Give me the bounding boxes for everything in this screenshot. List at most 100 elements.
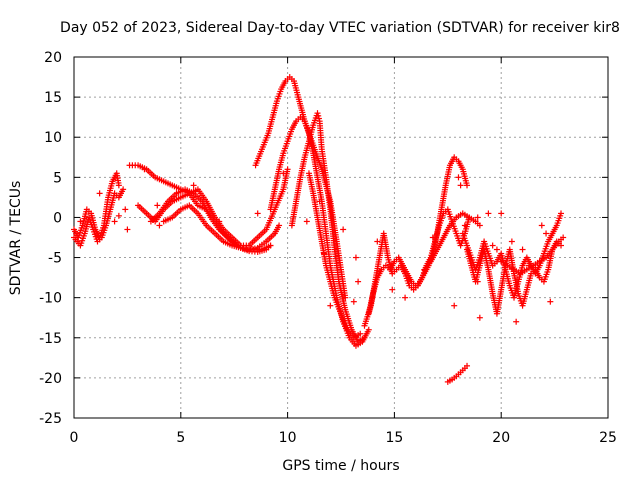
- y-tick-label: -5: [48, 251, 62, 267]
- series-scattered-point: [154, 202, 161, 209]
- series-track-15-point: [518, 264, 525, 271]
- x-tick-label: 20: [492, 430, 510, 446]
- series-track-8-point: [351, 340, 358, 347]
- series-track-8-point: [275, 168, 282, 175]
- series-scattered-point: [340, 226, 347, 233]
- axis-ticks: 0 5 10 15 20 25 -25 -20 -15 -10 -5 0 5 10 15 20: [39, 50, 617, 446]
- series-scattered-point: [429, 234, 436, 241]
- series-scattered-point: [280, 170, 287, 177]
- series-track-11-point: [377, 268, 384, 275]
- series-track-13-point: [474, 220, 481, 227]
- series-track-16-point: [547, 248, 554, 255]
- y-tick-label: -15: [39, 331, 62, 347]
- series-track-12-point: [431, 240, 438, 247]
- series-track-6-point: [184, 203, 191, 210]
- series-track-9-point: [309, 124, 316, 131]
- series-track-12-point: [367, 304, 374, 311]
- series-scattered-point: [303, 218, 310, 225]
- series-track-9-point: [315, 112, 322, 119]
- series-scattered-point: [352, 254, 359, 261]
- y-tick-label: -10: [39, 291, 62, 307]
- series-scattered-point: [543, 230, 550, 237]
- series-track-16-point: [502, 261, 509, 268]
- series-track-11-point: [453, 156, 460, 163]
- series-track-7-point: [281, 80, 288, 87]
- series-track-6-point: [235, 244, 242, 251]
- series-scattered-point: [485, 210, 492, 217]
- series-track-9-point: [292, 200, 299, 207]
- series-track-9-point: [301, 156, 308, 163]
- series-scattered-point: [451, 302, 458, 309]
- series-track-1-point: [108, 180, 115, 187]
- series-track-9-point: [359, 336, 366, 343]
- series-track-12-point: [405, 280, 412, 287]
- series-track-15-point: [475, 256, 482, 263]
- series-track-12-point: [418, 276, 425, 283]
- x-tick-label: 5: [176, 430, 185, 446]
- series-track-10-point: [349, 332, 356, 339]
- series-track-10-point: [337, 308, 344, 315]
- series-scattered-point: [254, 210, 261, 217]
- series-track-15-point: [557, 212, 564, 219]
- series-track-8-point: [305, 127, 312, 134]
- series-track-2-point: [96, 236, 103, 243]
- series-track-7-point: [258, 148, 265, 155]
- series-track-16-point: [521, 267, 528, 274]
- series-track-11-point: [390, 260, 397, 267]
- series-track-9-point: [297, 176, 304, 183]
- series-track-3-point: [150, 172, 157, 179]
- series-track-7-point: [269, 116, 276, 123]
- series-track-3-point: [252, 236, 259, 243]
- series-scattered-point: [350, 298, 357, 305]
- series-scattered-point: [525, 262, 532, 269]
- series-scattered-point: [519, 246, 526, 253]
- series-scattered-point: [77, 218, 84, 225]
- series-track-1-point: [115, 179, 122, 186]
- series-track-12-point: [412, 284, 419, 291]
- series-track-3-point: [158, 177, 165, 184]
- series-track-10-point: [355, 332, 362, 339]
- series-track-9-point: [315, 115, 322, 122]
- series-track-3-point: [132, 162, 139, 169]
- series-track-5-point: [171, 191, 178, 198]
- series-track-12-point: [452, 228, 459, 235]
- series-scattered-point: [476, 314, 483, 321]
- plot-frame: [73, 56, 609, 419]
- series-track-6-point: [226, 241, 233, 248]
- series-track-12-point: [376, 256, 383, 263]
- series-track-9-point: [322, 171, 329, 178]
- x-tick-label: 10: [279, 430, 297, 446]
- series-track-7-point: [277, 88, 284, 95]
- series-track-16-point: [534, 259, 541, 266]
- series-track-8-point: [322, 228, 329, 235]
- y-tick-label: 0: [53, 210, 62, 226]
- series-track-8-point: [283, 140, 290, 147]
- series-track-8-point: [309, 148, 316, 155]
- series-track-8-point: [364, 328, 371, 335]
- series-scattered-point: [355, 278, 362, 285]
- series-track-15-point: [514, 280, 521, 287]
- series-track-10-point: [322, 260, 329, 267]
- series-scattered-point: [493, 246, 500, 253]
- series-track-14-point: [523, 288, 530, 295]
- series-track-8-point: [279, 152, 286, 159]
- series-track-2-point: [102, 224, 109, 231]
- series-track-7-point: [333, 236, 340, 243]
- series-track-5-point: [163, 200, 170, 207]
- series-track-9-point: [335, 276, 342, 283]
- series-track-16-point: [540, 255, 547, 262]
- series-scattered-point: [538, 222, 545, 229]
- series-track-15-point: [506, 280, 513, 287]
- series-track-10-point: [314, 212, 321, 219]
- series-track-14-point: [497, 288, 504, 295]
- series-track-17-point: [459, 367, 466, 374]
- series-track-12-point: [384, 252, 391, 259]
- series-scattered-point: [461, 222, 468, 229]
- chart-title: Day 052 of 2023, Sidereal Day-to-day VTE…: [60, 20, 620, 36]
- series-track-8-point: [288, 128, 295, 135]
- y-tick-label: -20: [39, 371, 62, 387]
- series-track-4-point: [270, 232, 277, 239]
- series-track-5-point: [188, 189, 195, 196]
- series-track-4-point: [175, 195, 182, 202]
- series-track-9-point: [341, 304, 348, 311]
